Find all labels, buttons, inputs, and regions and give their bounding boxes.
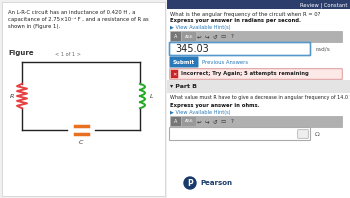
FancyBboxPatch shape [169,43,310,55]
Text: ↺: ↺ [213,34,217,39]
Text: < 1 of 1 >: < 1 of 1 > [55,52,81,57]
Bar [182,117,196,126]
Text: Review | Constant: Review | Constant [301,2,348,8]
FancyBboxPatch shape [171,70,178,78]
Text: Pearson: Pearson [200,180,232,186]
Text: ↺: ↺ [213,119,217,124]
Bar [167,80,350,93]
Text: ↪: ↪ [205,119,209,124]
Text: What is the angular frequency of the circuit when R = 0?: What is the angular frequency of the cir… [170,12,320,17]
Bar [167,0,350,198]
Bar [182,32,196,41]
Text: R: R [10,93,14,98]
Bar [171,117,181,126]
Bar [2,2,165,196]
Text: L: L [150,93,154,98]
Text: 345.03: 345.03 [175,44,209,54]
Text: rad/s: rad/s [315,47,330,51]
Text: ▾ Part B: ▾ Part B [170,84,197,89]
Text: Incorrect; Try Again; 5 attempts remaining: Incorrect; Try Again; 5 attempts remaini… [181,71,309,76]
Text: Express your answer in ohms.: Express your answer in ohms. [170,103,260,108]
Bar [170,116,342,127]
FancyBboxPatch shape [169,128,310,141]
Text: ▶ View Available Hint(s): ▶ View Available Hint(s) [170,110,231,115]
Text: ↩: ↩ [197,34,201,39]
Circle shape [184,177,196,189]
Text: ▶ View Available Hint(s): ▶ View Available Hint(s) [170,25,231,30]
Text: ?: ? [231,34,233,39]
Text: P: P [187,179,193,188]
Text: ▭: ▭ [220,34,226,39]
Text: Figure: Figure [8,50,34,56]
Bar [167,0,350,9]
Bar [171,32,181,41]
Text: A: A [174,34,178,39]
Text: ↪: ↪ [205,34,209,39]
Text: A: A [174,119,178,124]
Text: C: C [79,140,83,145]
Text: Previous Answers: Previous Answers [202,60,248,65]
Text: ✕: ✕ [172,71,177,76]
Text: ▭: ▭ [220,119,226,124]
Text: An L-R-C circuit has an inductance of 0.420 H , a
capacitance of 2.75×10⁻⁵ F , a: An L-R-C circuit has an inductance of 0.… [8,10,149,29]
Text: What value must R have to give a decrease in angular frequency of 14.0 % compare: What value must R have to give a decreas… [170,95,350,100]
Text: A56: A56 [185,34,193,38]
Text: A56: A56 [185,120,193,124]
Text: ↩: ↩ [197,119,201,124]
Text: Submit: Submit [173,60,195,65]
FancyBboxPatch shape [170,69,342,79]
Text: Ω: Ω [315,131,320,136]
Text: ?: ? [231,119,233,124]
FancyBboxPatch shape [169,56,198,68]
FancyBboxPatch shape [298,130,308,138]
Text: Express your answer in radians per second.: Express your answer in radians per secon… [170,18,301,23]
Bar [170,31,342,42]
